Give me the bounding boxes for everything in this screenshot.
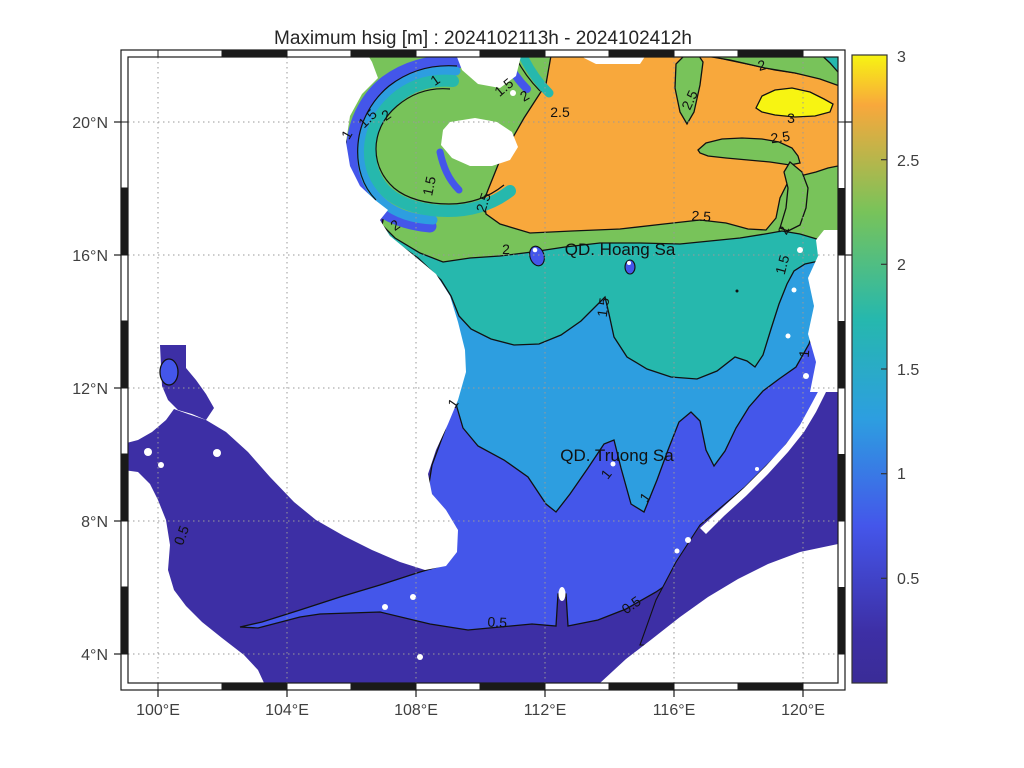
band-top-green — [708, 57, 838, 87]
band-green-connector — [779, 161, 809, 232]
land-china-coast-strip — [583, 57, 645, 64]
colorbar-tick-label: 2 — [897, 257, 906, 274]
band-corner-teal — [822, 57, 838, 74]
contour-label: 0.5 — [170, 523, 192, 547]
band-green-island — [697, 137, 801, 166]
y-tick: 12°N — [72, 381, 108, 398]
x-tick: 112°E — [524, 702, 567, 719]
y-tick: 20°N — [72, 115, 108, 132]
land-borneo — [600, 544, 838, 683]
contour-label: 3 — [787, 110, 795, 126]
y-tick: 8°N — [81, 514, 108, 531]
x-tick: 104°E — [265, 702, 309, 719]
land-mainland — [128, 57, 466, 570]
contour-label: 2.5 — [691, 207, 712, 224]
x-tick: 116°E — [653, 702, 696, 719]
land-luzon — [808, 230, 838, 392]
figure-title: Maximum hsig [m] : 2024102113h - 2024102… — [274, 28, 692, 49]
graticule — [128, 57, 838, 683]
y-tick: 16°N — [72, 248, 108, 265]
tonkin-teal-ring — [363, 74, 516, 218]
map-frame — [114, 49, 852, 697]
contour-label: 2.5 — [550, 104, 570, 120]
colorbar-tick-label: 2.5 — [897, 153, 919, 170]
colorbar-tick-label: 1.5 — [897, 362, 919, 379]
land-hainan — [441, 118, 518, 166]
y-axis-labels: 20°N 16°N 12°N 8°N 4°N — [72, 115, 108, 664]
contour-label: 1.5 — [772, 253, 793, 276]
tonkin-azure-ring — [357, 66, 461, 225]
x-tick: 100°E — [136, 702, 180, 719]
contour-label: 2.5 — [770, 128, 792, 147]
tonkin-contour-1 — [357, 65, 458, 201]
hoang-sa-label: QD. Hoang Sa — [565, 240, 676, 259]
band-green-tongue — [674, 57, 704, 126]
contour-label: 2.5 — [678, 87, 701, 112]
contour-label: 1.5 — [594, 296, 613, 318]
gulf-head-05-loop — [159, 358, 179, 386]
contour-label: 1 — [796, 349, 813, 358]
contour-label: 0.5 — [487, 614, 507, 631]
colorbar-labels: 3 2.5 2 1.5 1 0.5 — [897, 49, 919, 588]
small-islands — [144, 90, 809, 660]
colorbar: 3 2.5 2 1.5 1 0.5 — [851, 49, 919, 684]
y-tick: 4°N — [81, 647, 108, 664]
contour-label: 2 — [756, 56, 768, 74]
hainan-south-blue — [436, 148, 463, 194]
land-palawan — [700, 388, 826, 534]
strait-teal — [519, 57, 554, 98]
land-malay-peninsula — [128, 470, 264, 683]
colorbar-tick-label: 0.5 — [897, 571, 919, 588]
islet-blobs — [529, 245, 739, 293]
colorbar-ticks — [881, 159, 887, 579]
band-gt-3 — [755, 87, 834, 118]
truong-sa-label: QD. Truong Sa — [560, 446, 674, 465]
x-tick: 108°E — [394, 702, 438, 719]
contour-map: 1 1.5 2 2.5 1 1.5 2 1.5 2.5 2 2 2.5 3 2.… — [128, 56, 838, 683]
tonkin-contour-2 — [375, 88, 505, 205]
x-axis-labels: 100°E 104°E 108°E 112°E 116°E 120°E — [136, 702, 825, 719]
contour-label: 2.5 — [473, 191, 494, 215]
x-tick: 120°E — [781, 702, 825, 719]
contour-label: 2 — [502, 241, 510, 257]
contour-label: 1.5 — [419, 175, 439, 198]
colorbar-tick-label: 3 — [897, 49, 906, 66]
land-leizhou — [456, 57, 521, 88]
colorbar-tick-label: 1 — [897, 466, 906, 483]
